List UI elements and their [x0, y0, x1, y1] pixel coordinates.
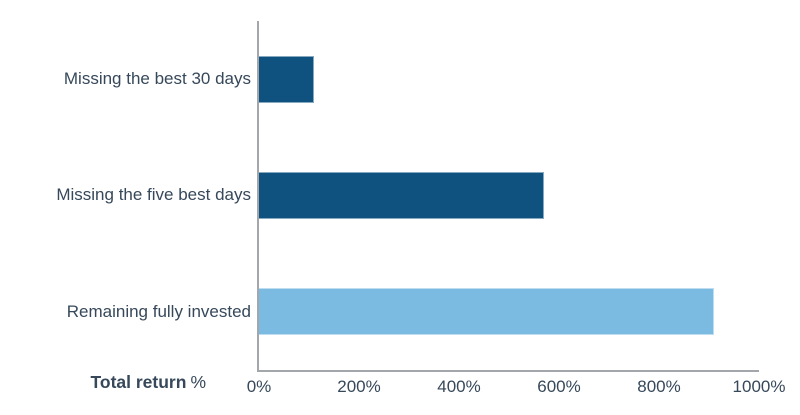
y-axis-line: [257, 21, 259, 372]
category-label-row: Missing the five best days: [0, 137, 251, 253]
x-tick-label: 600%: [537, 377, 581, 396]
category-label-row: Remaining fully invested: [0, 254, 251, 370]
x-tick-label: 1000%: [732, 377, 786, 396]
x-axis-title-text: Total return: [90, 372, 187, 392]
category-label: Missing the five best days: [56, 185, 251, 205]
bar-row: [259, 137, 759, 253]
x-tick-label: 200%: [337, 377, 381, 396]
x-tick-label: 0%: [246, 377, 272, 396]
category-label: Remaining fully invested: [66, 301, 251, 321]
category-labels: Missing the best 30 days Missing the five…: [0, 21, 251, 370]
x-tick-label: 400%: [437, 377, 481, 396]
bar-2: [259, 288, 714, 336]
x-axis-line: [257, 370, 759, 372]
plot-rows: [259, 21, 759, 370]
bar-1: [259, 171, 544, 219]
category-label-row: Missing the best 30 days: [0, 21, 251, 137]
bar-row: [259, 254, 759, 370]
x-tick-label: 800%: [637, 377, 681, 396]
bar-0: [259, 55, 314, 103]
x-axis-title-unit: %: [190, 372, 206, 392]
category-label: Missing the best 30 days: [63, 69, 251, 89]
x-axis-title: Total return%: [0, 372, 207, 393]
x-axis-ticks: 0% 200% 400% 600% 800% 1000%: [247, 377, 786, 401]
bar-row: [259, 21, 759, 137]
